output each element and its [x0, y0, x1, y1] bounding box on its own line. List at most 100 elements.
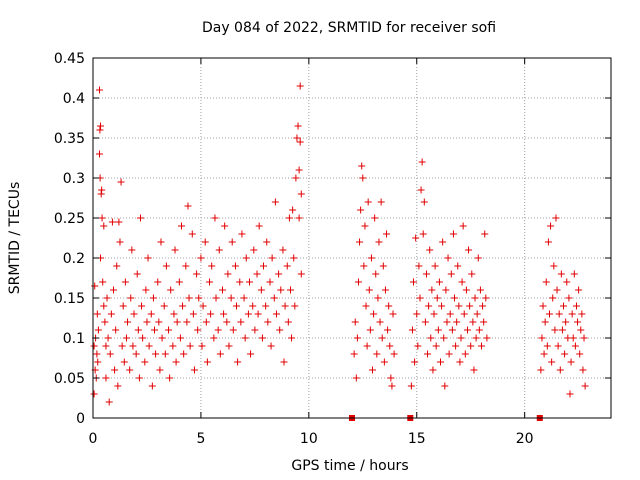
data-point [568, 310, 576, 318]
data-point [545, 310, 553, 318]
x-axis: 0 5 10 15 20 [89, 58, 534, 447]
data-point [467, 342, 475, 350]
data-point [157, 238, 165, 246]
data-point [438, 302, 446, 310]
data-point [228, 238, 236, 246]
data-point [353, 334, 361, 342]
data-point [352, 374, 360, 382]
data-point [156, 366, 164, 374]
data-point [115, 218, 123, 226]
data-point [225, 342, 233, 350]
data-point [133, 270, 141, 278]
data-point [195, 294, 203, 302]
data-point [415, 262, 423, 270]
data-point [111, 366, 119, 374]
data-point [416, 294, 424, 302]
data-point [194, 326, 202, 334]
data-point [203, 358, 211, 366]
data-point [94, 358, 102, 366]
data-point [548, 358, 556, 366]
data-point [472, 334, 480, 342]
data-point [199, 302, 207, 310]
data-point [198, 342, 206, 350]
x-tick-label: 20 [516, 431, 534, 447]
data-point [458, 278, 466, 286]
data-point [161, 350, 169, 358]
data-point [188, 230, 196, 238]
data-point [457, 334, 465, 342]
data-point [292, 174, 300, 182]
data-point [434, 326, 442, 334]
data-point [155, 318, 163, 326]
data-point [466, 302, 474, 310]
data-point [476, 286, 484, 294]
data-point [154, 278, 162, 286]
data-point [112, 326, 120, 334]
data-point [113, 262, 121, 270]
data-point [290, 254, 298, 262]
data-point [122, 334, 130, 342]
data-point [242, 254, 250, 262]
data-point [120, 358, 128, 366]
data-point [482, 294, 490, 302]
data-point [469, 318, 477, 326]
data-point [567, 358, 575, 366]
x-tick-label: 5 [196, 431, 205, 447]
data-point [383, 230, 391, 238]
data-point [475, 326, 483, 334]
data-point [571, 342, 579, 350]
data-point [468, 270, 476, 278]
y-tick-label: 0.15 [54, 291, 85, 307]
data-point [103, 294, 111, 302]
data-point [565, 294, 573, 302]
data-point [433, 294, 441, 302]
data-point [179, 302, 187, 310]
data-point [374, 294, 382, 302]
data-point [100, 222, 108, 230]
data-point [149, 294, 157, 302]
data-point [378, 334, 386, 342]
data-point [447, 270, 455, 278]
data-point [285, 214, 293, 222]
data-point [134, 326, 142, 334]
data-point [461, 350, 469, 358]
data-point [214, 326, 222, 334]
data-point [385, 302, 393, 310]
data-point [544, 238, 552, 246]
data-point [223, 318, 231, 326]
data-point [570, 270, 578, 278]
data-point [483, 334, 491, 342]
data-point [283, 262, 291, 270]
data-point [295, 214, 303, 222]
data-point [296, 82, 304, 90]
data-point [462, 286, 470, 294]
data-point [207, 310, 215, 318]
y-tick-label: 0.45 [54, 51, 85, 67]
data-point [102, 374, 110, 382]
data-point [231, 262, 239, 270]
data-point [389, 310, 397, 318]
data-point [266, 278, 274, 286]
data-point [144, 254, 152, 262]
data-point [264, 318, 272, 326]
data-point [108, 218, 116, 226]
data-point [177, 222, 185, 230]
data-point [119, 302, 127, 310]
data-point [547, 222, 555, 230]
data-point [359, 174, 367, 182]
data-point [165, 326, 173, 334]
data-point [237, 318, 245, 326]
data-point [127, 294, 135, 302]
data-point [579, 366, 587, 374]
data-point [180, 350, 188, 358]
data-point [356, 238, 364, 246]
data-point [427, 334, 435, 342]
data-point [219, 286, 226, 294]
data-point [280, 358, 288, 366]
data-point [253, 270, 261, 278]
data-point [373, 350, 381, 358]
data-point [171, 246, 179, 254]
data-point [110, 286, 118, 294]
data-point [357, 206, 365, 214]
data-point [93, 310, 101, 318]
